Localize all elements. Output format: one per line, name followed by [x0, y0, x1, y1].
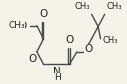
- Text: O: O: [65, 35, 74, 45]
- Text: O: O: [39, 9, 48, 19]
- Text: CH₃: CH₃: [74, 2, 90, 11]
- Text: O: O: [84, 44, 92, 54]
- Text: N: N: [53, 67, 61, 77]
- Text: CH₃: CH₃: [102, 36, 118, 45]
- Text: O: O: [29, 54, 37, 64]
- Text: O: O: [18, 21, 26, 31]
- Text: CH₃: CH₃: [8, 21, 25, 30]
- Text: CH₃: CH₃: [106, 2, 122, 11]
- Text: H: H: [54, 73, 61, 82]
